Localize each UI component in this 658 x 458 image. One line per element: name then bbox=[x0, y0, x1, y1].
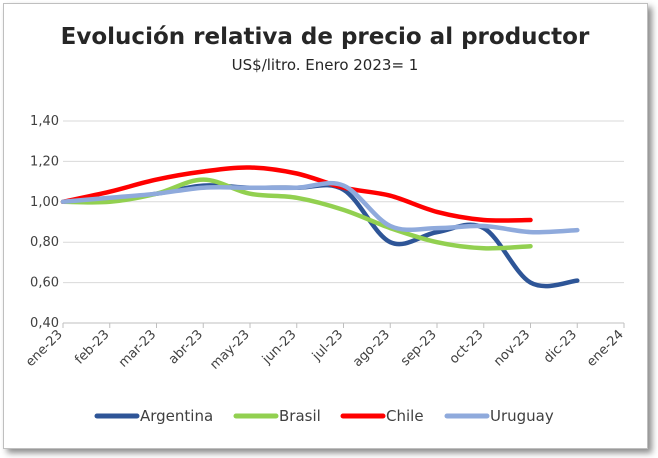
legend-label-brasil: Brasil bbox=[279, 407, 321, 425]
x-tick-label: jul-23 bbox=[309, 327, 346, 364]
chart-frame bbox=[3, 3, 648, 449]
x-tick-label: nov-23 bbox=[491, 327, 533, 369]
x-tick-label: jun-23 bbox=[259, 327, 300, 368]
x-tick-label: may-23 bbox=[207, 327, 252, 372]
chart-title: Evolución relativa de precio al producto… bbox=[61, 24, 590, 50]
x-tick-label: dic-23 bbox=[541, 327, 580, 366]
x-tick-label: ene-23 bbox=[23, 327, 66, 370]
axes: 0,40 0,60 0,80 1,00 1,20 1,40 ene-23 feb-23 mar-… bbox=[23, 114, 627, 373]
y-tick-label: 1,20 bbox=[30, 154, 59, 169]
x-tick-label: ene-24 bbox=[584, 327, 627, 370]
series-line-argentina bbox=[60, 182, 580, 289]
series-lines bbox=[60, 165, 580, 289]
legend-label-chile: Chile bbox=[386, 407, 424, 425]
y-tick-label: 0,40 bbox=[30, 316, 59, 331]
x-tick-label: abr-23 bbox=[166, 327, 206, 367]
x-tick-label: feb-23 bbox=[72, 327, 112, 367]
legend-label-argentina: Argentina bbox=[140, 407, 213, 425]
legend: Argentina Brasil Chile Uruguay bbox=[94, 407, 554, 425]
y-tick-label: 1,40 bbox=[30, 114, 59, 129]
x-tick-label: mar-23 bbox=[116, 327, 159, 370]
series-line-uruguay bbox=[60, 180, 580, 235]
y-tick-label: 0,80 bbox=[30, 235, 59, 250]
series-line-chile bbox=[60, 165, 533, 223]
y-tick-label: 1,00 bbox=[30, 195, 59, 210]
x-tick-label: oct-23 bbox=[447, 327, 487, 367]
y-tick-label: 0,60 bbox=[30, 276, 59, 291]
chart-subtitle: US$/litro. Enero 2023= 1 bbox=[232, 56, 419, 74]
x-tick-label: ago-23 bbox=[350, 327, 393, 370]
legend-label-uruguay: Uruguay bbox=[490, 407, 554, 425]
grid bbox=[63, 120, 624, 284]
x-tick-label: sep-23 bbox=[398, 327, 440, 369]
